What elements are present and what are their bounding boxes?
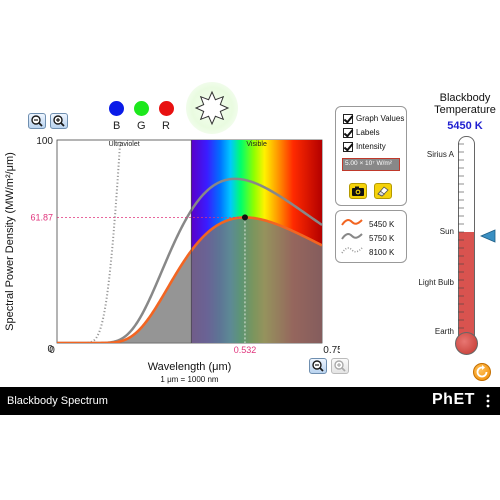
temperature-title: Blackbody Temperature	[425, 92, 500, 116]
thermometer-label-sirius-a: Sirius A	[426, 150, 454, 159]
vertical-zoom-in-button[interactable]	[50, 113, 68, 129]
star-glow	[186, 82, 238, 134]
intensity-value: 5.00 × 10⁷ W/m²	[345, 160, 392, 167]
thermometer-fill	[459, 231, 474, 341]
legend-label: 5750 K	[369, 234, 395, 243]
thermometer-label-sun: Sun	[439, 227, 454, 236]
thermometer-label-earth: Earth	[434, 327, 454, 336]
zoom-out-icon	[31, 115, 43, 127]
horizontal-zoom-in-button[interactable]	[331, 358, 349, 374]
spectrum-chart: Ultraviolet Visible 100 0 0 0.75 61.87 0…	[4, 136, 340, 384]
x-axis-label: Wavelength (μm)	[148, 361, 232, 373]
marker-x-value: 0.532	[234, 345, 257, 355]
legend-label: 5450 K	[369, 220, 395, 229]
blue-photometer-dot	[109, 101, 124, 116]
thermometer-label-light-bulb: Light Bulb	[418, 278, 454, 287]
eraser-button[interactable]	[374, 183, 392, 199]
intensity-checkbox[interactable]	[343, 142, 353, 152]
temperature-value: 5450 K	[447, 120, 483, 132]
y-tick-label: 100	[36, 136, 53, 147]
zoom-in-icon	[53, 115, 65, 127]
labels-label: Labels	[356, 128, 380, 137]
series-5450k-line	[57, 216, 322, 343]
thermometer-bulb	[455, 332, 478, 355]
zoom-out-icon	[312, 360, 324, 372]
graph-values-checkbox[interactable]	[343, 114, 353, 124]
green-label: G	[137, 120, 146, 132]
y-axis-label: Spectral Power Density (MW/m²/μm)	[4, 152, 16, 331]
temperature-slider-pointer[interactable]	[480, 229, 496, 243]
reset-icon	[476, 365, 488, 378]
temperature-title-line2: Temperature	[434, 104, 496, 116]
temperature-title-line1: Blackbody	[439, 92, 491, 104]
marker-point[interactable]	[241, 214, 248, 221]
blue-label: B	[113, 120, 121, 132]
options-panel: Graph Values Labels Intensity 5.00 × 10⁷…	[335, 106, 407, 206]
graph-values-label: Graph Values	[356, 114, 405, 123]
x-tick-label: 0.75	[323, 345, 340, 356]
sim-title: Blackbody Spectrum	[7, 395, 108, 407]
legend-swatches	[341, 219, 363, 254]
labels-checkbox[interactable]	[343, 128, 353, 138]
curve-area-fill	[57, 217, 322, 343]
eraser-icon	[377, 186, 389, 197]
legend-swatch-5750k	[341, 233, 363, 240]
thermometer-tube	[458, 136, 475, 342]
region-label-visible: Visible	[246, 141, 267, 148]
legend-label: 8100 K	[369, 248, 395, 257]
green-photometer-dot	[134, 101, 149, 116]
star-burst-icon	[194, 90, 230, 126]
camera-icon	[352, 186, 364, 196]
snapshot-button[interactable]	[349, 183, 367, 199]
kebab-menu-icon[interactable]	[484, 393, 492, 409]
intensity-label: Intensity	[356, 142, 386, 151]
legend-swatch-8100k	[341, 247, 363, 254]
intensity-readout: 5.00 × 10⁷ W/m²	[342, 158, 400, 171]
region-label-ultraviolet: Ultraviolet	[109, 141, 140, 148]
vertical-zoom-out-button[interactable]	[28, 113, 46, 129]
unit-conversion-note: 1 μm = 1000 nm	[160, 375, 219, 384]
red-label: R	[162, 120, 170, 132]
legend-panel: 5450 K 5750 K 8100 K	[335, 210, 407, 263]
phet-logo[interactable]: PhET	[432, 391, 475, 408]
red-photometer-dot	[159, 101, 174, 116]
zoom-in-icon	[334, 360, 346, 372]
thermometer-ticks	[458, 143, 464, 329]
horizontal-zoom-out-button[interactable]	[309, 358, 327, 374]
photometer: B G R	[100, 96, 250, 136]
x-tick-label: 0	[49, 345, 55, 356]
y-tick-label: 0	[47, 344, 53, 355]
marker-y-value: 61.87	[30, 212, 53, 222]
legend-swatch-5450k	[341, 219, 363, 226]
reset-all-button[interactable]	[473, 363, 491, 381]
navigation-bar: Blackbody Spectrum PhET	[0, 387, 500, 415]
